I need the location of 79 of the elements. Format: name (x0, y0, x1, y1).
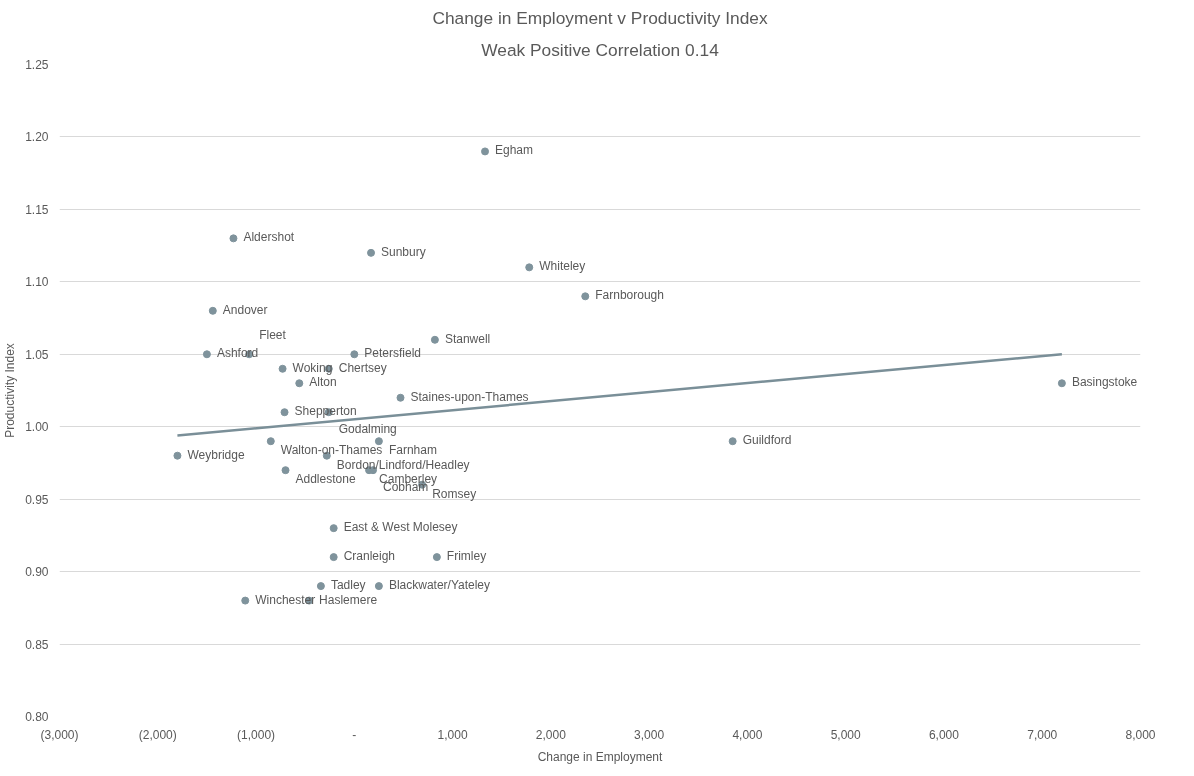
data-label: Farnham (388, 443, 437, 458)
data-label: Stanwell (444, 331, 491, 346)
point (295, 379, 304, 388)
x-tick-label: (1,000) (237, 727, 276, 742)
chart-title: Change in Employment v Productivity Index (432, 7, 768, 28)
data-label: Frimley (446, 549, 487, 564)
y-tick-label: 1.25 (25, 58, 49, 72)
y-tick-label: 1.10 (25, 275, 49, 290)
x-tick-label: 3,000 (634, 727, 665, 742)
point (208, 306, 217, 315)
y-tick-label: 0.90 (25, 565, 49, 580)
data-label: Alton (309, 375, 337, 390)
point (350, 350, 359, 359)
data-label: Staines-upon-Thames (410, 389, 529, 404)
data-label: Blackwater/Yateley (388, 578, 491, 593)
point (281, 466, 290, 475)
data-label: Weybridge (187, 447, 245, 462)
data-label: Aldershot (243, 230, 295, 245)
x-tick-label: 5,000 (830, 727, 862, 742)
data-label: Shepperton (294, 404, 357, 419)
x-tick-label: - (352, 727, 357, 742)
data-label: Chertsey (338, 360, 387, 375)
point (280, 408, 289, 417)
data-label: Guildford (742, 433, 792, 448)
x-tick-label: 6,000 (928, 727, 960, 742)
data-label: Farnborough (595, 288, 664, 303)
data-label: Haslemere (319, 592, 378, 607)
y-tick-label: 0.95 (25, 492, 49, 507)
x-tick-label: 1,000 (437, 727, 468, 742)
data-label: Ashford (216, 346, 259, 361)
x-axis-title: Change in Employment (537, 749, 664, 764)
point (396, 393, 405, 402)
data-label: Walton-on-Thames (280, 443, 383, 458)
data-label: Godalming (338, 422, 397, 437)
point (329, 524, 338, 533)
point (1057, 379, 1066, 388)
data-label: Petersfield (364, 346, 422, 361)
point (374, 437, 383, 446)
y-tick-label: 1.15 (25, 202, 49, 217)
data-label: Basingstoke (1071, 375, 1138, 390)
data-label: Fleet (259, 328, 287, 343)
y-axis-title: Productivity Index (3, 343, 18, 438)
point (728, 437, 737, 446)
y-tick-label: 1.20 (25, 130, 49, 145)
data-label: Egham (495, 143, 534, 158)
point (241, 596, 250, 605)
y-tick-label: 1.00 (25, 420, 49, 435)
data-label: Bordon/Lindford/Headley (336, 457, 470, 472)
point (374, 582, 383, 591)
point (202, 350, 211, 359)
point (316, 582, 325, 591)
x-tick-label: (2,000) (138, 727, 177, 742)
data-label: Tadley (330, 578, 366, 593)
x-tick-label: (3,000) (40, 727, 79, 742)
point (432, 553, 441, 562)
point (173, 451, 182, 460)
x-tick-label: 8,000 (1125, 727, 1156, 742)
y-tick-label: 1.05 (25, 347, 49, 362)
data-label: Andover (222, 302, 268, 317)
point (481, 147, 490, 156)
data-label: East & West Molesey (343, 520, 458, 535)
y-tick-label: 0.80 (25, 710, 49, 724)
point (430, 335, 439, 344)
data-label: Cranleigh (343, 549, 396, 564)
point (581, 292, 590, 301)
chart-subtitle: Weak Positive Correlation 0.14 (481, 39, 720, 60)
point (229, 234, 238, 243)
point (266, 437, 275, 446)
point (525, 263, 534, 272)
point (367, 248, 376, 257)
x-tick-label: 7,000 (1027, 727, 1058, 742)
data-label: Sunbury (381, 244, 426, 259)
point (329, 553, 338, 562)
point (278, 364, 287, 373)
x-tick-label: 4,000 (732, 727, 763, 742)
data-label: Whiteley (539, 259, 586, 274)
data-label: Addlestone (295, 472, 356, 487)
x-tick-label: 2,000 (535, 727, 567, 742)
y-tick-label: 0.85 (25, 637, 49, 652)
